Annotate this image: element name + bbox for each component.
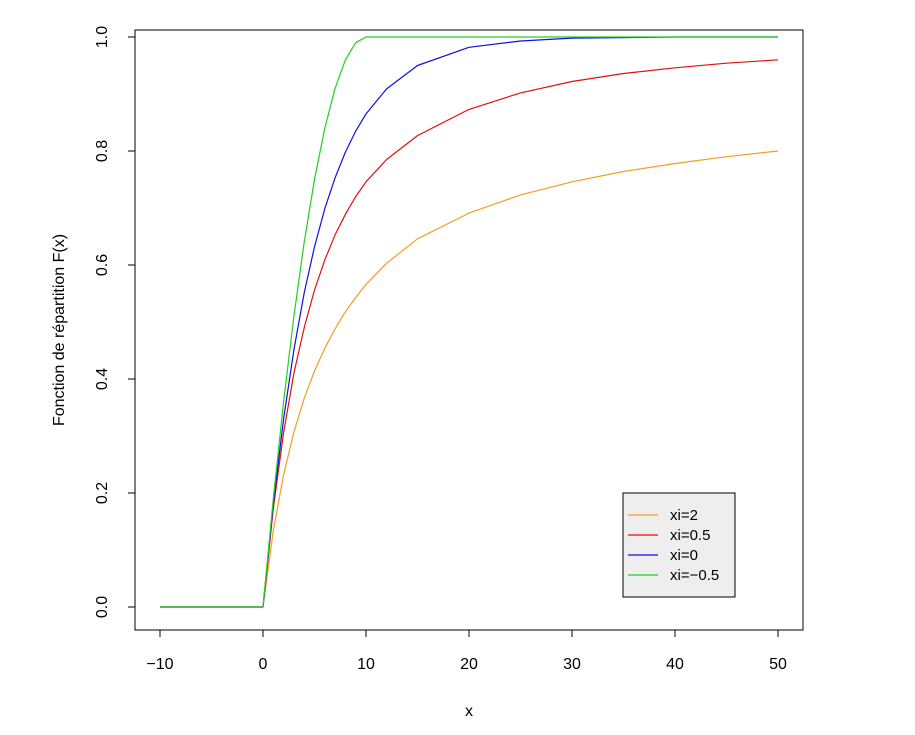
series-line (160, 36, 778, 608)
y-tick-label: 1.0 (94, 26, 111, 48)
x-axis: −10 0 10 20 30 40 50 (146, 629, 787, 673)
x-tick-label: 30 (563, 656, 581, 673)
y-tick-label: 0.2 (94, 482, 111, 504)
legend-label: xi=0.5 (670, 527, 710, 544)
x-tick-label: 0 (259, 656, 268, 673)
y-tick-label: 0.4 (94, 368, 111, 390)
y-tick-label: 0.6 (94, 254, 111, 276)
x-tick-label: 40 (666, 656, 684, 673)
legend-label: xi=−0.5 (670, 567, 719, 584)
y-tick-label: 0.8 (94, 140, 111, 162)
legend: xi=2 xi=0.5 xi=0 xi=−0.5 (622, 492, 736, 598)
x-axis-label: x (465, 703, 473, 720)
x-tick-label: 20 (460, 656, 478, 673)
y-tick-label: 0.0 (94, 596, 111, 618)
legend-label: xi=0 (670, 547, 698, 564)
series-line (160, 36, 778, 608)
x-tick-label: −10 (146, 656, 173, 673)
series-layer (160, 36, 779, 608)
series-line (160, 150, 779, 608)
y-axis-label: Fonction de répartition F(x) (51, 234, 68, 426)
legend-label: xi=2 (670, 507, 698, 524)
series-line (160, 59, 779, 608)
legend-box (622, 492, 736, 598)
y-axis: 0.0 0.2 0.4 0.6 0.8 1.0 (94, 26, 136, 618)
x-tick-label: 50 (769, 656, 787, 673)
x-tick-label: 10 (357, 656, 375, 673)
